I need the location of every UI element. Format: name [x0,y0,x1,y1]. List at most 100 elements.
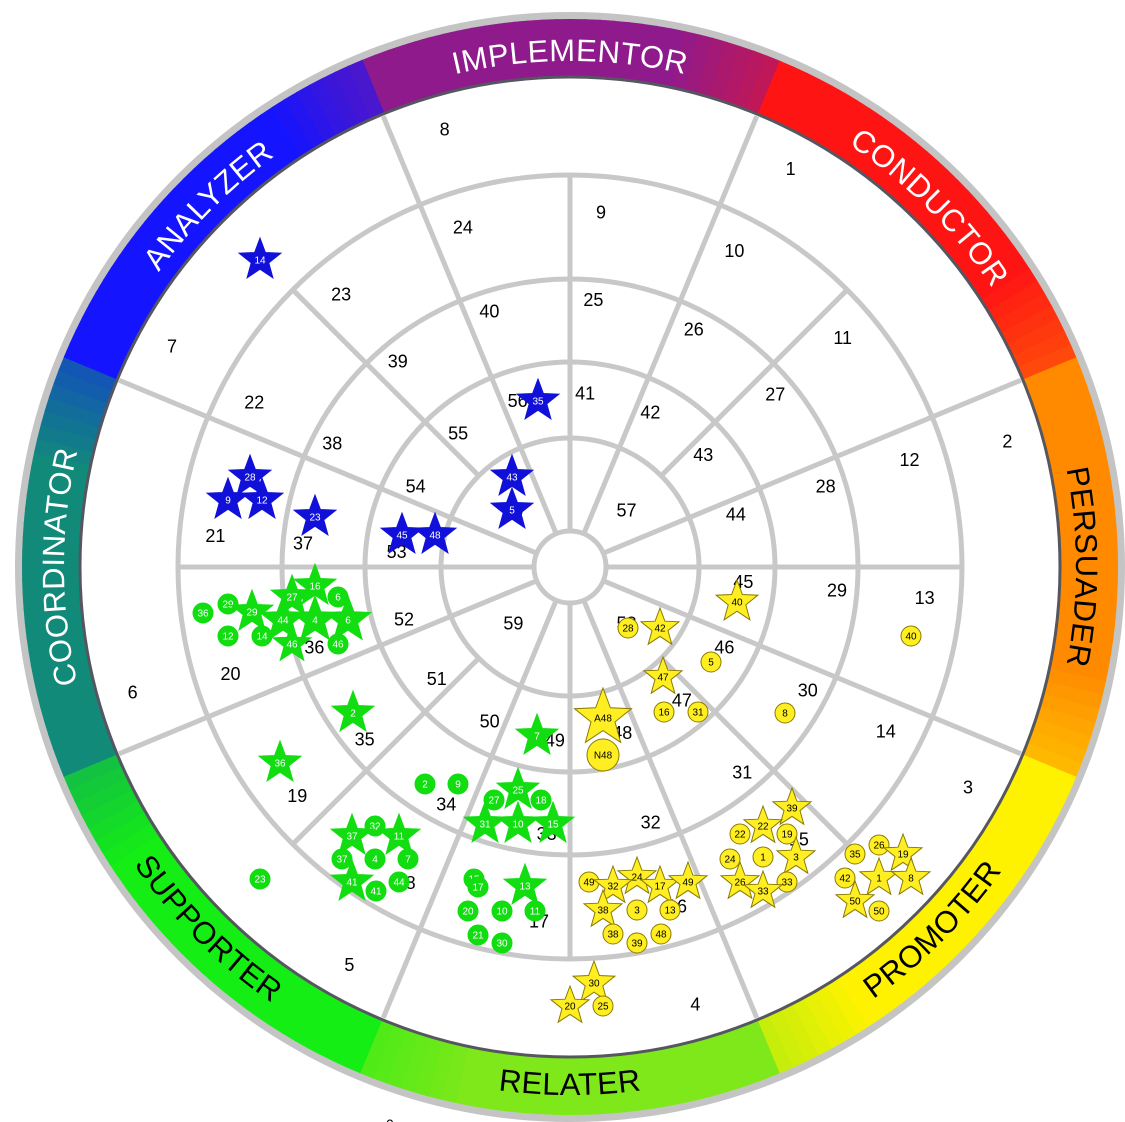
yellow-star-marker: 39 [771,786,813,826]
circle-marker-shape [397,848,419,870]
marker-label: 47 [657,673,669,684]
yellow-star-marker: A48 [573,686,633,744]
zone-number: 26 [684,319,704,339]
green-circle-marker: 4 [364,848,386,870]
marker-label: 23 [254,875,266,886]
zone-number: 21 [205,526,225,546]
star-marker-shape [227,453,273,496]
star-marker-shape [719,860,761,900]
marker-label: 16 [658,708,670,719]
circle-marker-shape [491,932,513,954]
star-marker-shape [530,800,576,843]
star-marker-shape [742,869,784,909]
marker-label: 13 [519,882,531,893]
circle-marker-shape [251,625,273,647]
yellow-star-marker: 33 [742,869,784,909]
star-marker-shape [571,959,617,1002]
zone-number: 19 [287,786,307,806]
star-marker-shape [323,594,373,641]
star-marker-shape [329,858,375,901]
star-marker-shape [412,511,458,554]
green-star-marker: 29 [229,588,275,631]
blue-star-marker: 14 [237,236,283,279]
yellow-circle-marker: 3 [626,899,648,921]
yellow-circle-marker: 25 [592,995,614,1017]
zone-number: 31 [732,762,752,782]
green-circle-marker: 18 [530,789,552,811]
yellow-circle-marker: 26 [868,834,890,856]
zone-number: 3 [963,778,973,798]
zone-number: 14 [876,721,896,741]
zone-number: 27 [765,385,785,405]
marker-label: 3 [793,853,799,864]
circle-marker-shape [364,848,386,870]
marker-label: 19 [781,830,793,841]
circle-marker-shape [900,625,922,647]
circle-marker-shape [192,602,214,624]
zone-number: 54 [406,477,426,497]
marker-label: 48 [655,930,667,941]
circle-marker-shape [868,900,890,922]
zone-number: 28 [816,476,836,496]
yellow-circle-marker: 19 [776,823,798,845]
green-circle-marker: 46 [327,633,349,655]
circle-marker-shape [776,823,798,845]
green-circle-marker: 20 [457,900,479,922]
yellow-star-marker: 50 [834,879,876,919]
circle-marker-shape [457,900,479,922]
circle-marker-shape [687,701,709,723]
star-marker-shape [882,832,924,872]
zone-number: 40 [479,301,499,321]
marker-label: 27 [286,593,298,604]
circle-marker-shape [491,900,513,922]
circle-marker-shape [834,867,856,889]
zone-number: 24 [453,217,473,237]
star-marker-shape [775,835,817,875]
circle-marker-shape [617,617,639,639]
marker-label: 6 [345,616,351,627]
marker-label: 42 [839,874,851,885]
yellow-circle-marker: 40 [900,625,922,647]
zone-number: 46 [714,637,734,657]
marker-label: 8 [782,709,788,720]
zone-number: 36 [304,638,324,658]
marker-label: 15 [547,820,559,831]
green-star-marker: 2 [330,689,376,732]
star-marker-shape [269,573,315,616]
circle-marker-shape [729,823,751,845]
marker-label: 43 [506,473,518,484]
marker-label: 19 [897,850,909,861]
yellow-star-marker: 19 [882,832,924,872]
yellow-star-marker: 24 [616,855,658,895]
marker-label: 36 [274,759,286,770]
zone-number: 55 [448,424,468,444]
zone-number: 29 [827,580,847,600]
circle-marker-shape [868,834,890,856]
marker-label: 29 [222,600,234,611]
marker-label: 31 [479,820,491,831]
marker-label: 33 [781,878,793,889]
marker-label: 45 [396,531,408,542]
star-marker-shape [229,588,275,631]
marker-label: 24 [724,855,736,866]
circle-marker-shape [626,899,648,921]
circle-marker-shape [530,789,552,811]
circle-marker-shape [659,899,681,921]
yellow-star-marker: 38 [582,888,624,928]
marker-label: 39 [786,804,798,815]
marker-label: 26 [734,878,746,889]
green-circle-marker: 21 [467,924,489,946]
zone-number: 51 [427,669,447,689]
yellow-star-marker: 32 [592,864,634,904]
yellow-circle-marker: 48 [650,923,672,945]
marker-label: 3 [634,906,640,917]
circle-marker-shape [414,773,436,795]
yellow-circle-marker: 22 [729,823,751,845]
zone-number: 30 [798,681,818,701]
yellow-star-marker: 26 [719,860,761,900]
zone-number: 39 [388,352,408,372]
star-marker-shape [489,453,535,496]
green-circle-marker: 2 [414,773,436,795]
marker-label: 8 [908,874,914,885]
